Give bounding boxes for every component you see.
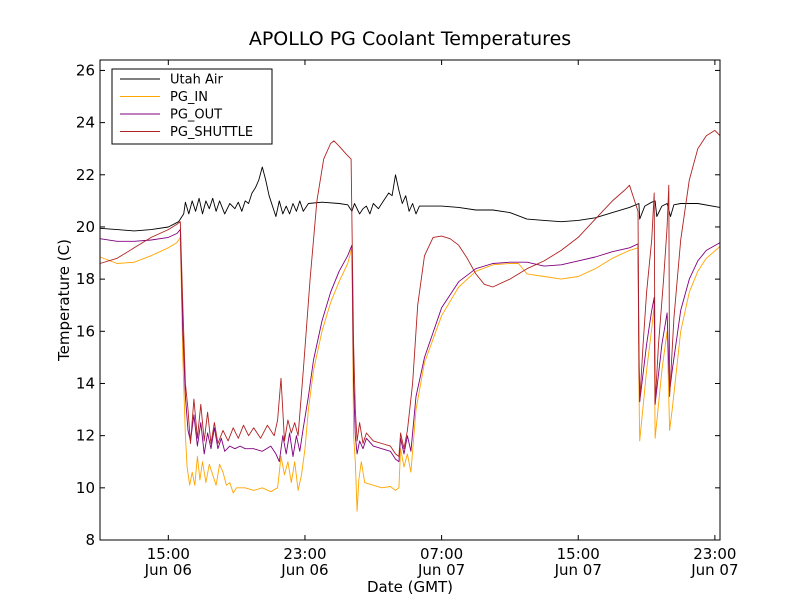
chart-title: APOLLO PG Coolant Temperatures xyxy=(249,28,571,50)
x-tick-label: 07:00 xyxy=(420,545,463,563)
x-tick-sublabel: Jun 07 xyxy=(690,561,738,579)
series-line-pg-shuttle xyxy=(99,129,721,457)
y-tick-label: 22 xyxy=(76,166,95,184)
x-tick-sublabel: Jun 06 xyxy=(144,561,192,579)
y-tick-label: 8 xyxy=(85,531,95,549)
plot-area xyxy=(99,59,721,541)
y-tick-label: 26 xyxy=(76,61,95,79)
series-line-utah-air xyxy=(99,166,721,232)
x-axis-label: Date (GMT) xyxy=(367,578,453,596)
y-axis-ticks: 8 10 12 14 16 18 20 22 24 26 xyxy=(76,61,720,549)
legend-entries: Utah Air PG_IN PG_OUT PG_SHUTTLE xyxy=(120,73,253,140)
x-tick-sublabel: Jun 07 xyxy=(554,561,602,579)
y-tick-label: 16 xyxy=(76,322,95,340)
plot-frame xyxy=(99,59,721,541)
y-tick-label: 10 xyxy=(76,479,95,497)
y-tick-label: 14 xyxy=(76,374,95,392)
y-tick-label: 18 xyxy=(76,270,95,288)
y-tick-label: 24 xyxy=(76,114,95,132)
x-tick-label: 15:00 xyxy=(557,545,600,563)
legend-label-pg-in: PG_IN xyxy=(170,90,208,105)
legend-label-pg-shuttle: PG_SHUTTLE xyxy=(170,125,253,140)
y-axis-label: Temperature (C) xyxy=(55,239,73,362)
x-tick-sublabel: Jun 07 xyxy=(417,561,465,579)
x-tick-label: 15:00 xyxy=(147,545,190,563)
legend: Utah Air PG_IN PG_OUT PG_SHUTTLE xyxy=(111,68,273,145)
x-tick-label: 23:00 xyxy=(693,545,736,563)
y-tick-label: 12 xyxy=(76,427,95,445)
x-tick-label: 23:00 xyxy=(283,545,326,563)
legend-label-pg-out: PG_OUT xyxy=(170,108,222,123)
y-tick-label: 20 xyxy=(76,218,95,236)
x-tick-sublabel: Jun 06 xyxy=(280,561,328,579)
series-layer xyxy=(99,129,721,512)
legend-label-utah-air: Utah Air xyxy=(170,73,223,88)
